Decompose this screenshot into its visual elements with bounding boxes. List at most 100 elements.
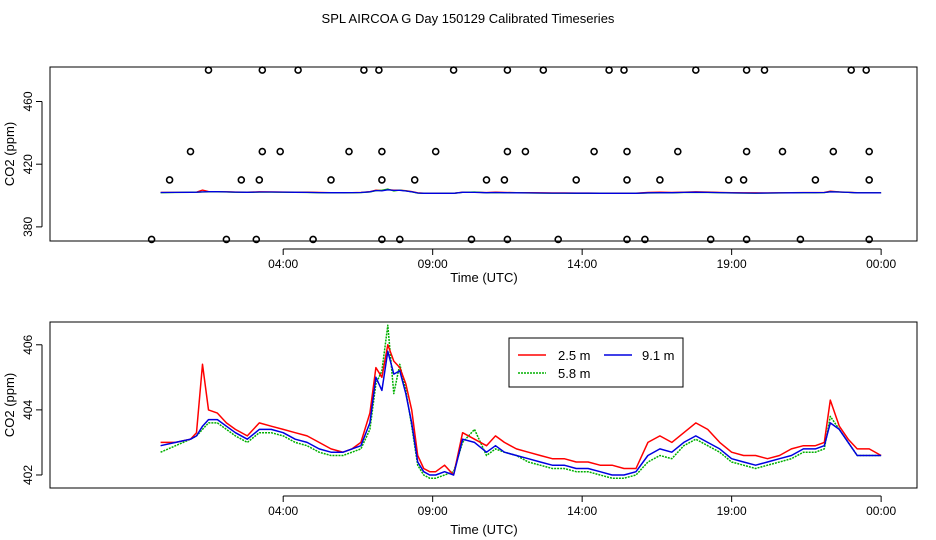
data-point bbox=[865, 147, 874, 156]
data-point bbox=[811, 176, 820, 184]
y-tick-label-top: 460 bbox=[21, 91, 35, 111]
y-tick-label-top: 420 bbox=[21, 154, 35, 174]
data-point bbox=[378, 235, 386, 244]
legend-label-2-5m: 2.5 m bbox=[558, 348, 591, 363]
data-point bbox=[482, 176, 491, 184]
x-tick-label-top: 19:00 bbox=[717, 257, 747, 271]
data-point bbox=[375, 66, 383, 74]
x-tick-label-top: 09:00 bbox=[418, 257, 448, 271]
series-group-top bbox=[160, 188, 882, 195]
data-point bbox=[739, 176, 748, 184]
plot-frame-bottom bbox=[49, 321, 918, 489]
data-point bbox=[204, 66, 213, 74]
x-axis-label-bottom: Time (UTC) bbox=[450, 522, 517, 537]
data-point bbox=[742, 235, 751, 244]
data-point bbox=[778, 147, 787, 156]
data-point bbox=[467, 235, 476, 244]
points-group-top bbox=[147, 66, 874, 244]
y-tick-label-bottom: 406 bbox=[21, 334, 35, 354]
y-axis-top: 380 420 460 bbox=[21, 91, 43, 237]
data-point bbox=[641, 235, 649, 244]
legend-label-9-1m: 9.1 m bbox=[642, 348, 675, 363]
data-point bbox=[378, 176, 386, 184]
data-point bbox=[673, 147, 682, 156]
x-axis-bottom: 04:00 09:00 14:00 19:00 00:00 bbox=[268, 495, 896, 518]
x-tick-label-bottom: 00:00 bbox=[866, 504, 896, 518]
data-point bbox=[539, 66, 548, 74]
data-point bbox=[760, 66, 769, 74]
data-point bbox=[431, 147, 440, 156]
data-point bbox=[186, 147, 195, 156]
y-tick-label-bottom: 402 bbox=[21, 465, 35, 485]
panel-bottom: 04:00 09:00 14:00 19:00 00:00 402 404 406 Time… bbox=[2, 321, 918, 537]
series-line-top-2 bbox=[160, 189, 882, 194]
data-point bbox=[829, 147, 838, 156]
x-tick-label-bottom: 09:00 bbox=[418, 504, 448, 518]
x-tick-label-top: 04:00 bbox=[268, 257, 298, 271]
data-point bbox=[237, 176, 246, 184]
data-point bbox=[742, 147, 751, 156]
data-point bbox=[742, 66, 751, 74]
data-point bbox=[500, 176, 509, 184]
data-point bbox=[449, 66, 458, 74]
panel-top: 04:00 09:00 14:00 19:00 00:00 380 420 460 Time… bbox=[2, 66, 918, 285]
series-group-bottom bbox=[160, 324, 882, 479]
x-tick-label-bottom: 19:00 bbox=[717, 504, 747, 518]
data-point bbox=[623, 235, 631, 244]
data-point bbox=[252, 235, 261, 244]
data-point bbox=[294, 66, 302, 74]
y-tick-label-top: 380 bbox=[21, 217, 35, 237]
series-line-9-1-m bbox=[160, 350, 882, 476]
series-line-2-5-m bbox=[160, 344, 882, 476]
data-point bbox=[503, 66, 512, 74]
data-point bbox=[605, 66, 613, 74]
data-point bbox=[724, 176, 733, 184]
legend-box bbox=[508, 337, 684, 388]
plot-frame-top bbox=[49, 66, 918, 242]
data-point bbox=[258, 147, 267, 156]
data-point bbox=[345, 147, 353, 156]
data-point bbox=[554, 235, 563, 244]
y-axis-label-bottom: CO2 (ppm) bbox=[2, 373, 17, 437]
y-tick-label-bottom: 404 bbox=[21, 400, 35, 420]
data-point bbox=[847, 66, 856, 74]
data-point bbox=[395, 235, 404, 244]
data-point bbox=[327, 176, 335, 184]
series-line-5-8-m bbox=[160, 324, 882, 479]
data-point bbox=[165, 176, 174, 184]
data-point bbox=[503, 147, 512, 156]
x-tick-label-top: 00:00 bbox=[866, 257, 896, 271]
chart-title: SPL AIRCOA G Day 150129 Calibrated Times… bbox=[322, 11, 615, 26]
data-point bbox=[276, 147, 285, 156]
x-tick-label-top: 14:00 bbox=[567, 257, 597, 271]
x-tick-label-bottom: 04:00 bbox=[268, 504, 298, 518]
data-point bbox=[255, 176, 264, 184]
data-point bbox=[521, 147, 530, 156]
x-axis-top: 04:00 09:00 14:00 19:00 00:00 bbox=[268, 248, 896, 271]
data-point bbox=[222, 235, 231, 244]
legend: 2.5 m 9.1 m 5.8 m bbox=[508, 337, 684, 388]
y-axis-bottom: 402 404 406 bbox=[21, 334, 43, 485]
data-point bbox=[378, 147, 386, 156]
data-point bbox=[691, 66, 700, 74]
data-point bbox=[590, 147, 598, 156]
data-point bbox=[147, 235, 156, 244]
data-point bbox=[620, 66, 628, 74]
data-point bbox=[865, 176, 874, 184]
legend-label-5-8m: 5.8 m bbox=[558, 366, 591, 381]
data-point bbox=[796, 235, 805, 244]
data-point bbox=[360, 66, 368, 74]
data-point bbox=[572, 176, 581, 184]
x-axis-label-top: Time (UTC) bbox=[450, 270, 517, 285]
data-point bbox=[410, 176, 419, 184]
data-point bbox=[656, 176, 664, 184]
x-tick-label-bottom: 14:00 bbox=[567, 504, 597, 518]
y-axis-label-top: CO2 (ppm) bbox=[2, 122, 17, 186]
data-point bbox=[862, 66, 871, 74]
data-point bbox=[623, 176, 631, 184]
data-point bbox=[503, 235, 512, 244]
data-point bbox=[865, 235, 874, 244]
data-point bbox=[623, 147, 631, 156]
data-point bbox=[309, 235, 317, 244]
